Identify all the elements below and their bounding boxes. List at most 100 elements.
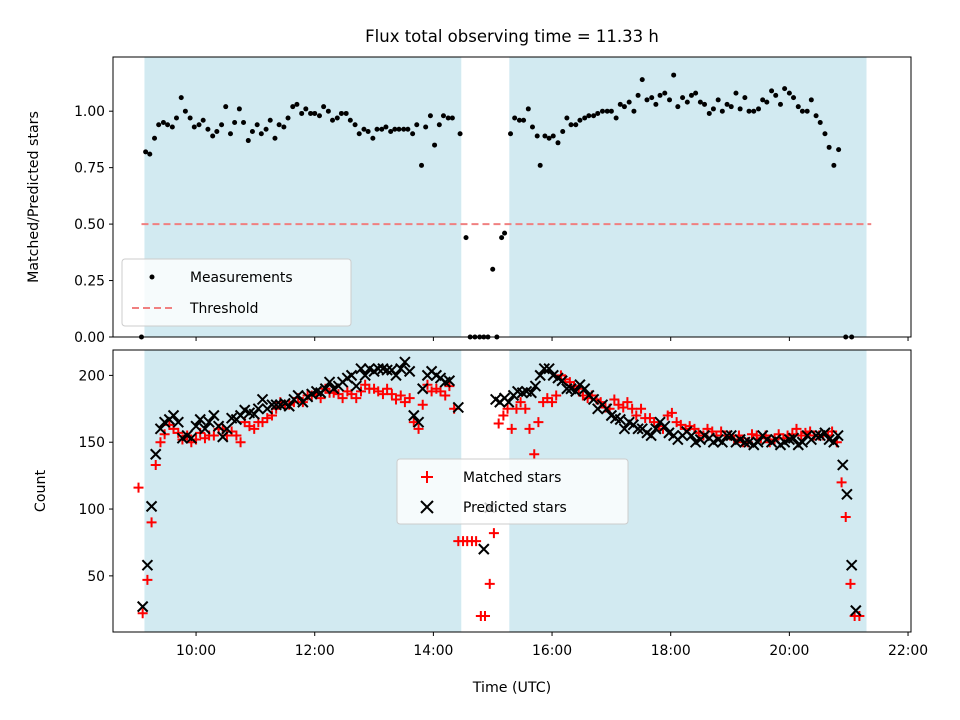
point-predicted-stars-61: [408, 409, 420, 422]
point-measurements-129: [715, 97, 721, 103]
point-matched-stars-2: [142, 574, 153, 585]
point-measurements-106: [613, 115, 619, 121]
point-measurements-144: [782, 86, 788, 92]
point-measurements-21: [232, 119, 238, 125]
point-predicted-stars-58: [395, 363, 407, 375]
point-predicted-stars-101: [614, 413, 626, 426]
point-matched-stars-22: [231, 430, 242, 441]
point-measurements-145: [786, 90, 792, 96]
point-measurements-109: [626, 99, 632, 105]
point-predicted-stars-8: [172, 416, 184, 428]
point-measurements-114: [649, 95, 655, 101]
point-matched-stars-59: [395, 390, 406, 401]
point-predicted-stars-153: [845, 559, 858, 571]
point-measurements-32: [281, 124, 287, 130]
point-predicted-stars-53: [372, 363, 384, 375]
point-predicted-stars-27: [256, 393, 269, 406]
point-matched-stars-85: [511, 403, 522, 414]
point-measurements-63: [419, 162, 425, 168]
point-matched-stars-109: [618, 402, 629, 413]
point-measurements-131: [724, 101, 730, 107]
point-matched-stars-81: [493, 418, 504, 429]
point-measurements-88: [534, 133, 540, 139]
point-predicted-stars-1: [141, 559, 154, 571]
point-measurements-154: [826, 144, 832, 150]
point-measurements-18: [219, 122, 225, 128]
point-predicted-stars-17: [212, 420, 225, 432]
point-measurements-127: [706, 110, 712, 116]
point-measurements-105: [608, 108, 614, 114]
point-matched-stars-49: [351, 393, 362, 404]
point-matched-stars-82: [498, 410, 509, 421]
chart-title: Flux total observing time = 11.33 h: [365, 27, 659, 46]
point-measurements-104: [604, 108, 610, 114]
point-matched-stars-94: [551, 390, 562, 401]
y-tick-label-1-2: 150: [78, 435, 105, 451]
point-measurements-78: [490, 266, 496, 272]
point-matched-stars-56: [382, 383, 393, 394]
point-predicted-stars-95: [587, 393, 600, 406]
point-measurements-9: [178, 95, 184, 101]
x-tick-label-5: 20:00: [769, 643, 809, 659]
legend-measurements-label: Measurements: [190, 270, 293, 286]
point-predicted-stars-14: [199, 423, 211, 435]
point-measurements-116: [657, 92, 663, 98]
bottom-ylabel: Count: [33, 470, 49, 513]
point-measurements-135: [742, 95, 748, 101]
point-predicted-stars-70: [452, 401, 465, 414]
point-measurements-44: [334, 115, 340, 121]
y-tick-label-1-0: 50: [87, 569, 105, 585]
x-tick-label-2: 14:00: [413, 643, 453, 659]
point-predicted-stars-4: [154, 423, 167, 435]
point-measurements-36: [299, 110, 305, 116]
top-panel: 0.00 0.25 0.50 0.75 1.00 Matched/Predicted s…: [26, 56, 912, 346]
point-measurements-47: [347, 117, 353, 123]
point-measurements-27: [258, 131, 264, 137]
point-predicted-stars-26: [252, 403, 265, 415]
top-points: [138, 72, 855, 340]
point-measurements-82: [508, 131, 514, 137]
point-measurements-6: [165, 122, 171, 128]
point-predicted-stars-83: [534, 369, 546, 382]
point-measurements-120: [675, 104, 681, 110]
point-measurements-152: [817, 119, 823, 125]
point-predicted-stars-85: [543, 363, 555, 375]
point-measurements-65: [427, 113, 433, 119]
point-measurements-147: [795, 104, 801, 110]
point-predicted-stars-29: [266, 399, 278, 411]
point-measurements-115: [653, 101, 659, 107]
top-legend: Measurements Threshold: [121, 258, 352, 327]
point-predicted-stars-2: [145, 500, 158, 513]
point-measurements-19: [223, 104, 229, 110]
top-axes-frame: [112, 56, 912, 338]
point-predicted-stars-91: [570, 385, 582, 398]
point-measurements-113: [644, 97, 650, 103]
point-predicted-stars-105: [632, 423, 644, 435]
point-measurements-149: [804, 108, 810, 114]
point-measurements-72: [463, 235, 469, 241]
x-tick-label-3: 16:00: [532, 643, 572, 659]
point-measurements-22: [236, 106, 242, 112]
x-tick-label-0: 10:00: [176, 643, 216, 659]
point-measurements-26: [254, 122, 260, 128]
point-matched-stars-63: [413, 423, 424, 434]
point-measurements-61: [410, 131, 416, 137]
point-matched-stars-89: [529, 449, 540, 460]
point-matched-stars-78: [480, 610, 491, 621]
y-tick-label-0-3: 0.75: [74, 161, 105, 177]
point-matched-stars-61: [404, 393, 415, 404]
point-measurements-148: [799, 108, 805, 114]
point-measurements-123: [688, 92, 694, 98]
point-matched-stars-69: [440, 390, 451, 401]
point-measurements-89: [537, 162, 543, 168]
point-measurements-1: [143, 149, 149, 155]
x-tick-label-6: 22:00: [888, 643, 928, 659]
x-axis-label: Time (UTC): [472, 680, 551, 696]
point-predicted-stars-59: [399, 356, 411, 368]
point-measurements-64: [423, 124, 429, 130]
point-measurements-130: [719, 108, 725, 114]
point-predicted-stars-76: [503, 396, 515, 408]
point-measurements-60: [405, 126, 411, 132]
point-measurements-95: [564, 115, 570, 121]
